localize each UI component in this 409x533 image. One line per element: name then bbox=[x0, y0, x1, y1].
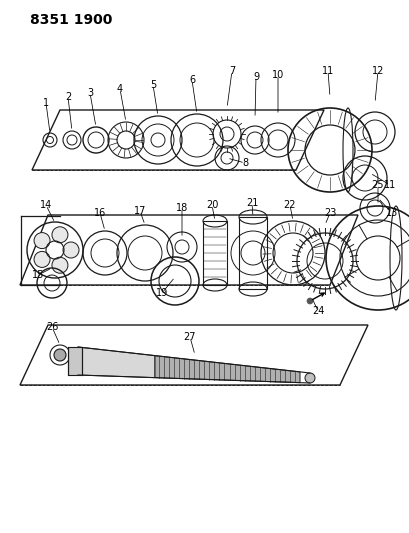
Polygon shape bbox=[78, 347, 155, 378]
Polygon shape bbox=[155, 356, 299, 383]
Text: 6: 6 bbox=[189, 75, 195, 85]
Text: 15: 15 bbox=[32, 270, 44, 280]
Text: 24: 24 bbox=[311, 306, 324, 316]
Text: 1: 1 bbox=[43, 98, 49, 108]
Text: 7: 7 bbox=[228, 66, 234, 76]
Text: 13: 13 bbox=[385, 208, 397, 218]
Text: 4: 4 bbox=[117, 84, 123, 94]
Circle shape bbox=[34, 232, 50, 248]
Text: 27: 27 bbox=[183, 332, 196, 342]
Text: 10: 10 bbox=[271, 70, 283, 80]
Text: 11: 11 bbox=[383, 180, 395, 190]
Circle shape bbox=[52, 227, 68, 243]
Circle shape bbox=[52, 257, 68, 273]
Text: 2: 2 bbox=[65, 92, 71, 102]
Circle shape bbox=[54, 349, 66, 361]
Circle shape bbox=[304, 373, 314, 383]
Text: 20: 20 bbox=[205, 200, 218, 210]
Text: 8: 8 bbox=[241, 158, 247, 168]
Bar bbox=[202, 221, 227, 285]
Text: 19: 19 bbox=[155, 288, 168, 298]
Text: 25: 25 bbox=[371, 180, 383, 190]
Circle shape bbox=[63, 242, 79, 258]
Text: 23: 23 bbox=[323, 208, 335, 218]
Text: 26: 26 bbox=[46, 322, 58, 332]
Text: 18: 18 bbox=[175, 203, 188, 213]
Text: 14: 14 bbox=[40, 200, 52, 210]
Text: 9: 9 bbox=[252, 72, 258, 82]
Text: 16: 16 bbox=[94, 208, 106, 218]
Text: 22: 22 bbox=[283, 200, 296, 210]
Text: 11: 11 bbox=[321, 66, 333, 76]
Text: 12: 12 bbox=[371, 66, 383, 76]
Bar bbox=[68, 347, 82, 375]
Circle shape bbox=[34, 252, 50, 268]
Text: 17: 17 bbox=[133, 206, 146, 216]
Circle shape bbox=[306, 298, 312, 304]
Text: 5: 5 bbox=[150, 80, 156, 90]
Text: 8351 1900: 8351 1900 bbox=[30, 13, 112, 27]
Text: 3: 3 bbox=[87, 88, 93, 98]
Bar bbox=[238, 217, 266, 289]
Text: 21: 21 bbox=[245, 198, 258, 208]
